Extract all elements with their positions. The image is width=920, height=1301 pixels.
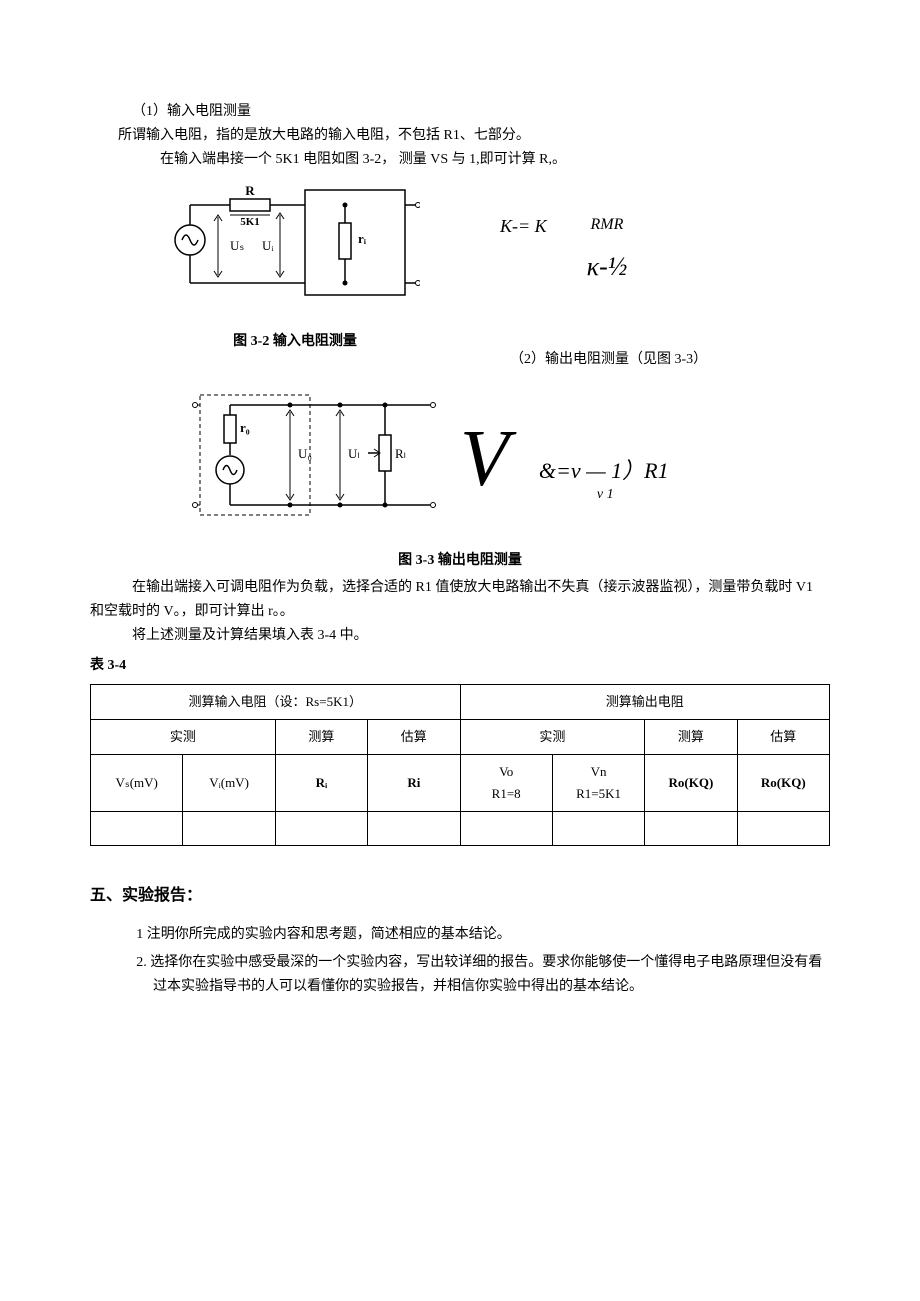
figure-3-2: R 5K1 Uₛ Uᵢ rᵢ (170, 175, 420, 354)
table-cell-empty (183, 811, 275, 845)
th-output: 测算输出电阻 (460, 684, 830, 719)
section-5-title: 五、实验报告： (90, 882, 830, 909)
para-output-desc: 在输出端接入可调电阻作为负载，选择合适的 R1 值使放大电路输出不失真（接示波器… (90, 576, 830, 624)
circuit-input-svg: R 5K1 Uₛ Uᵢ rᵢ (170, 175, 420, 315)
th-est-out: 估算 (737, 719, 829, 754)
label-R-val: 5K1 (240, 216, 260, 228)
col-vn: Vn R1=5K1 (552, 754, 644, 811)
label-ri: rᵢ (358, 231, 367, 246)
col-ro1: Ro(KQ) (645, 754, 737, 811)
col-vi: Vᵢ(mV) (183, 754, 275, 811)
label-R: R (245, 183, 255, 198)
col-ri2: Ri (368, 754, 460, 811)
table-label: 表 3-4 (90, 654, 830, 678)
label-RL: Rₗ (395, 446, 406, 461)
th-meas-out: 实测 (460, 719, 645, 754)
table-cell-empty (737, 811, 829, 845)
th-meas-in: 实测 (91, 719, 276, 754)
circuit-output-svg: r₀ U₀ (190, 380, 440, 530)
th-calc-in: 测算 (275, 719, 367, 754)
figure-3-3: r₀ U₀ (190, 380, 440, 539)
equation-2: &=ν — 1）R1 v 1 (539, 452, 669, 507)
label-Ui: Uᵢ (262, 238, 274, 253)
equation-1: K-= K RMR κ-½ (500, 211, 627, 288)
para-input-method: 在输入端串接一个 5K1 电阻如图 3-2， 测量 VS 与 1,即可计算 R,… (90, 148, 830, 172)
para-fill-table: 将上述测量及计算结果填入表 3-4 中。 (90, 624, 830, 648)
col-vs: Vₛ(mV) (91, 754, 183, 811)
label-UL: Uₗ (348, 446, 360, 461)
report-item-2: 2. 选择你在实验中感受最深的一个实验内容，写出较详细的报告。要求你能够使一个懂… (153, 951, 830, 999)
th-est-in: 估算 (368, 719, 460, 754)
col-ri1: Rᵢ (275, 754, 367, 811)
table-cell-empty (275, 811, 367, 845)
col-ro2: Ro(KQ) (737, 754, 829, 811)
para-input-desc: 所谓输入电阻，指的是放大电路的输入电阻，不包括 R1、七部分。 (90, 124, 830, 148)
figure-3-2-caption: 图 3-2 输入电阻测量 (170, 330, 420, 354)
table-cell-empty (552, 811, 644, 845)
label-Us: Uₛ (230, 238, 244, 253)
eq1-bottom: κ-½ (587, 245, 628, 289)
table-cell-empty (460, 811, 552, 845)
col-vo: Vo R1=8 (460, 754, 552, 811)
table-cell-empty (91, 811, 183, 845)
th-calc-out: 测算 (645, 719, 737, 754)
para-input-title: （1）输入电阻测量 (90, 100, 830, 124)
para-output-title: （2）输出电阻测量（见图 3-3） (510, 348, 830, 372)
label-ro: r₀ (240, 420, 250, 435)
label-Uo: U₀ (298, 446, 312, 461)
th-input: 测算输入电阻（设：Rs=5K1） (91, 684, 461, 719)
eq1-left: K-= K (500, 211, 547, 242)
report-item-1: 1 注明你所完成的实验内容和思考题，简述相应的基本结论。 (153, 923, 830, 947)
table-cell-empty (368, 811, 460, 845)
table-3-4: 测算输入电阻（设：Rs=5K1） 测算输出电阻 实测 测算 估算 实测 测算 估… (90, 684, 830, 846)
big-v: V (460, 419, 509, 499)
figure-3-3-caption: 图 3-3 输出电阻测量 (90, 549, 830, 573)
table-cell-empty (645, 811, 737, 845)
eq1-top: RMR (587, 211, 628, 238)
